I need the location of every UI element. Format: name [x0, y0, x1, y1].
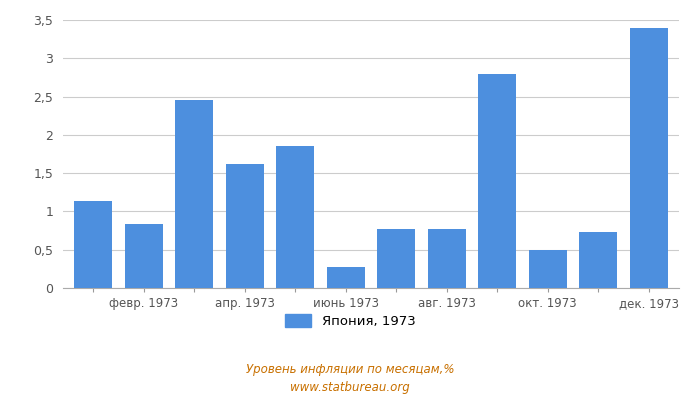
Bar [226, 164, 264, 288]
Bar [528, 250, 567, 288]
Bar [125, 224, 162, 288]
Bar [630, 28, 668, 288]
Bar [276, 146, 314, 288]
Legend: Япония, 1973: Япония, 1973 [279, 309, 421, 334]
Bar [327, 266, 365, 288]
Bar [428, 229, 466, 288]
Bar [175, 100, 214, 288]
Bar [478, 74, 516, 288]
Bar [377, 229, 415, 288]
Bar [74, 202, 112, 288]
Text: Уровень инфляции по месяцам,%: Уровень инфляции по месяцам,% [246, 364, 454, 376]
Text: www.statbureau.org: www.statbureau.org [290, 382, 410, 394]
Bar [580, 232, 617, 288]
